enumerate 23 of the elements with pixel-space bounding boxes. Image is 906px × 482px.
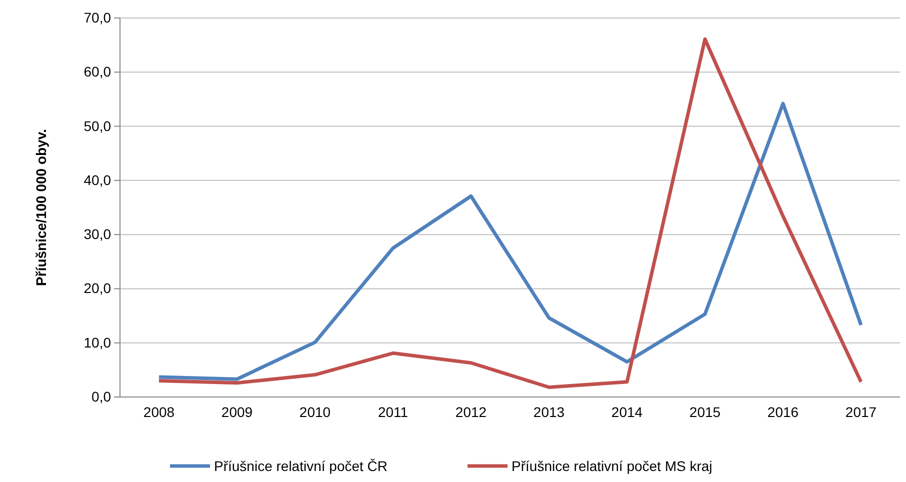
x-tick-label: 2009 [221, 404, 253, 420]
x-tick-label: 2008 [143, 404, 175, 420]
line-series [157, 37, 863, 390]
x-tick-label: 2014 [611, 404, 643, 420]
y-axis-title: Příušnice/100 000 obyv. [33, 129, 49, 286]
x-tick-label: 2010 [299, 404, 331, 420]
y-tick-label: 40,0 [84, 172, 112, 188]
x-tick-label: 2015 [689, 404, 721, 420]
y-tick-label: 10,0 [84, 334, 112, 350]
legend-label: Příušnice relativní počet ČR [214, 458, 388, 474]
line-series [157, 102, 863, 381]
x-tick-label: 2012 [455, 404, 487, 420]
x-tick-label: 2017 [845, 404, 877, 420]
y-tick-label: 70,0 [84, 9, 112, 26]
x-tick-label: 2013 [533, 404, 565, 420]
y-tick-label: 30,0 [84, 226, 112, 242]
y-tick-label: 0,0 [92, 388, 112, 404]
y-tick-label: 50,0 [84, 118, 112, 134]
y-tick-label: 60,0 [84, 64, 112, 80]
x-tick-label: 2011 [378, 404, 408, 420]
y-tick-label: 20,0 [84, 280, 112, 296]
x-tick-label: 2016 [767, 404, 799, 420]
legend-label: Příušnice relativní počet MS kraj [512, 458, 712, 474]
